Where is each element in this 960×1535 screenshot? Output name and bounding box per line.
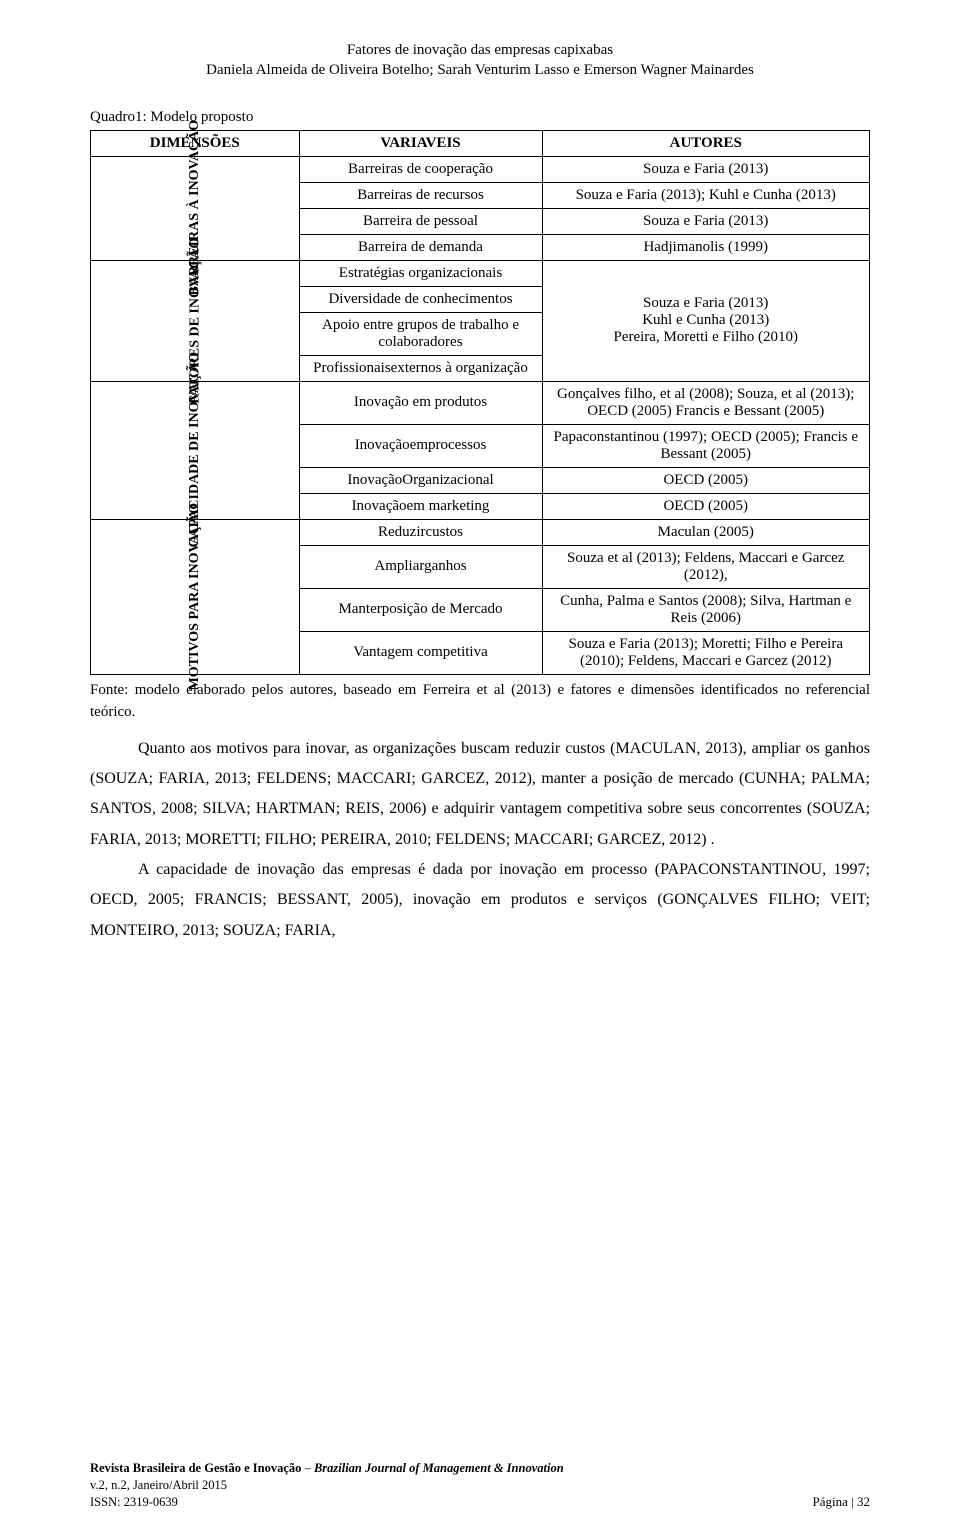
page-number: Página | 32 — [813, 1493, 870, 1511]
page-footer: Revista Brasileira de Gestão e Inovação … — [90, 1460, 870, 1511]
journal-title-en: Brazilian Journal of Management & Innova… — [314, 1461, 564, 1475]
aut-cell: OECD (2005) — [542, 467, 870, 493]
var-cell: Reduzircustos — [299, 519, 542, 545]
aut-cell: Papaconstantinou (1997); OECD (2005); Fr… — [542, 424, 870, 467]
dim-motivos: MOTIVOS PARA INOVAÇÃO — [91, 519, 300, 674]
var-cell: Estratégias organizacionais — [299, 260, 542, 286]
var-cell: Manterposição de Mercado — [299, 588, 542, 631]
dim-capacidade: CAPACIDADE DE INOVAÇÃO — [91, 381, 300, 519]
model-table: DIMENSÕES VARIAVEIS AUTORES BARREIRAS À … — [90, 130, 870, 675]
page: Fatores de inovação das empresas capixab… — [0, 0, 960, 1535]
var-cell: Profissionaisexternos à organização — [299, 355, 542, 381]
paper-authors: Daniela Almeida de Oliveira Botelho; Sar… — [90, 60, 870, 80]
table-header-row: DIMENSÕES VARIAVEIS AUTORES — [91, 130, 870, 156]
var-cell: Inovação em produtos — [299, 381, 542, 424]
aut-cell-merged: Souza e Faria (2013) Kuhl e Cunha (2013)… — [542, 260, 870, 381]
aut-cell: Hadjimanolis (1999) — [542, 234, 870, 260]
journal-issn: ISSN: 2319-0639 — [90, 1494, 870, 1511]
table-row: BARREIRAS À INOVAÇÃO Barreiras de cooper… — [91, 156, 870, 182]
var-cell: Barreira de demanda — [299, 234, 542, 260]
var-cell: Barreiras de recursos — [299, 182, 542, 208]
var-cell: Barreira de pessoal — [299, 208, 542, 234]
col-variaveis: VARIAVEIS — [299, 130, 542, 156]
aut-cell: Souza e Faria (2013) — [542, 156, 870, 182]
paper-title: Fatores de inovação das empresas capixab… — [90, 40, 870, 60]
table-label: Quadro1: Modelo proposto — [90, 109, 870, 126]
var-cell: Apoio entre grupos de trabalho e colabor… — [299, 312, 542, 355]
aut-cell: OECD (2005) — [542, 493, 870, 519]
var-cell: Ampliarganhos — [299, 545, 542, 588]
table-caption: Fonte: modelo elaborado pelos autores, b… — [90, 679, 870, 724]
table-row: CAPACIDADE DE INOVAÇÃO Inovação em produ… — [91, 381, 870, 424]
var-cell: Diversidade de conhecimentos — [299, 286, 542, 312]
var-cell: InovaçãoOrganizacional — [299, 467, 542, 493]
aut-cell: Souza e Faria (2013) — [542, 208, 870, 234]
paragraph-1: Quanto aos motivos para inovar, as organ… — [90, 734, 870, 856]
var-cell: Inovaçãoem marketing — [299, 493, 542, 519]
var-cell: Inovaçãoemprocessos — [299, 424, 542, 467]
var-cell: Barreiras de cooperação — [299, 156, 542, 182]
aut-cell: Souza e Faria (2013); Kuhl e Cunha (2013… — [542, 182, 870, 208]
aut-cell: Maculan (2005) — [542, 519, 870, 545]
journal-issue: v.2, n.2, Janeiro/Abril 2015 — [90, 1477, 870, 1494]
aut-cell: Souza e Faria (2013); Moretti; Filho e P… — [542, 631, 870, 674]
table-row: FATORES DE INOVAÇÃO Estratégias organiza… — [91, 260, 870, 286]
col-autores: AUTORES — [542, 130, 870, 156]
paragraph-2: A capacidade de inovação das empresas é … — [90, 855, 870, 946]
var-cell: Vantagem competitiva — [299, 631, 542, 674]
table-row: MOTIVOS PARA INOVAÇÃO Reduzircustos Macu… — [91, 519, 870, 545]
aut-cell: Cunha, Palma e Santos (2008); Silva, Har… — [542, 588, 870, 631]
aut-cell: Souza et al (2013); Feldens, Maccari e G… — [542, 545, 870, 588]
aut-cell: Gonçalves filho, et al (2008); Souza, et… — [542, 381, 870, 424]
running-header: Fatores de inovação das empresas capixab… — [90, 40, 870, 81]
journal-title-pt: Revista Brasileira de Gestão e Inovação — [90, 1461, 301, 1475]
body-text: Quanto aos motivos para inovar, as organ… — [90, 734, 870, 947]
